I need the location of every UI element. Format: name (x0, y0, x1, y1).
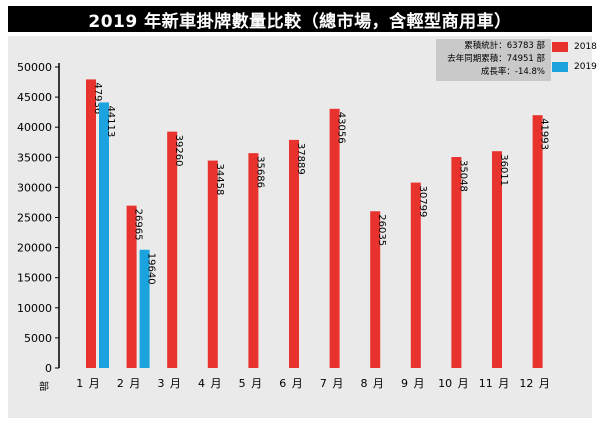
y-tick-label: 10000 (17, 302, 52, 315)
data-label: 41993 (539, 118, 550, 150)
data-label: 47936 (92, 82, 103, 114)
x-tick-label: 9 月 (401, 377, 425, 390)
legend-label-2019: 2019 (574, 62, 597, 72)
bar-2019 (99, 102, 109, 368)
bar-2018 (532, 115, 543, 368)
x-tick-label: 12 月 (519, 377, 550, 390)
x-tick-label: 8 月 (360, 377, 384, 390)
y-tick-label: 35000 (17, 151, 52, 164)
summary-growth: 成長率：-14.8% (480, 67, 545, 77)
bar-2018 (248, 153, 259, 368)
chart-title: 2019 年新車掛牌數量比較（總市場，含輕型商用車） (8, 6, 592, 32)
x-tick-label: 5 月 (239, 377, 263, 390)
y-tick-label: 30000 (17, 181, 52, 194)
data-label: 26035 (376, 214, 387, 246)
bar-2018 (126, 205, 137, 368)
bar-2018 (86, 79, 96, 368)
summary-last-year: 去年同期累積：74951 部 (447, 54, 545, 64)
data-label: 44113 (105, 105, 116, 137)
y-tick-label: 15000 (17, 272, 52, 285)
y-tick-label: 45000 (17, 91, 52, 104)
y-tick-label: 50000 (17, 61, 52, 74)
data-label: 19640 (146, 253, 157, 285)
bar-2018 (167, 131, 178, 368)
x-tick-label: 2 月 (117, 377, 141, 390)
y-tick-label: 0 (45, 362, 52, 375)
x-tick-label: 4 月 (198, 377, 222, 390)
data-label: 37889 (295, 143, 306, 175)
x-tick-label: 11 月 (479, 377, 510, 390)
bar-2018 (410, 182, 421, 368)
x-tick-label: 6 月 (279, 377, 303, 390)
bar-2018 (492, 151, 502, 368)
data-label: 34458 (214, 164, 225, 196)
data-label: 39260 (173, 135, 184, 167)
summary-box: 累積統計：63783 部 去年同期累積：74951 部 成長率：-14.8% (436, 39, 551, 81)
data-label: 43056 (336, 112, 347, 144)
bar-2018 (370, 211, 381, 368)
y-tick-label: 40000 (17, 121, 52, 134)
summary-cumulative: 累積統計：63783 部 (464, 41, 545, 51)
bar-2018 (451, 157, 462, 368)
y-tick-label: 5000 (24, 332, 52, 345)
bar-2018 (329, 108, 340, 368)
bar-2018 (207, 160, 218, 368)
bar-2018 (289, 139, 299, 368)
y-axis-unit-label: 部 (39, 380, 49, 393)
data-label: 35048 (457, 160, 468, 192)
legend-label-2018: 2018 (574, 42, 597, 52)
y-tick-label: 20000 (17, 242, 52, 255)
legend-2019: 2019 (552, 62, 597, 72)
legend-swatch-2018 (552, 42, 568, 52)
x-tick-label: 7 月 (320, 377, 344, 390)
x-tick-label: 10 月 (438, 377, 469, 390)
y-tick-label: 25000 (17, 212, 52, 225)
x-tick-label: 1 月 (76, 377, 100, 390)
x-tick-label: 3 月 (157, 377, 181, 390)
data-label: 36011 (498, 154, 509, 186)
data-label: 30799 (417, 186, 428, 218)
data-label: 26965 (133, 209, 144, 241)
legend-swatch-2019 (552, 62, 568, 72)
data-label: 35686 (254, 156, 265, 188)
legend-2018: 2018 (552, 42, 597, 52)
bar-2019 (139, 249, 150, 368)
